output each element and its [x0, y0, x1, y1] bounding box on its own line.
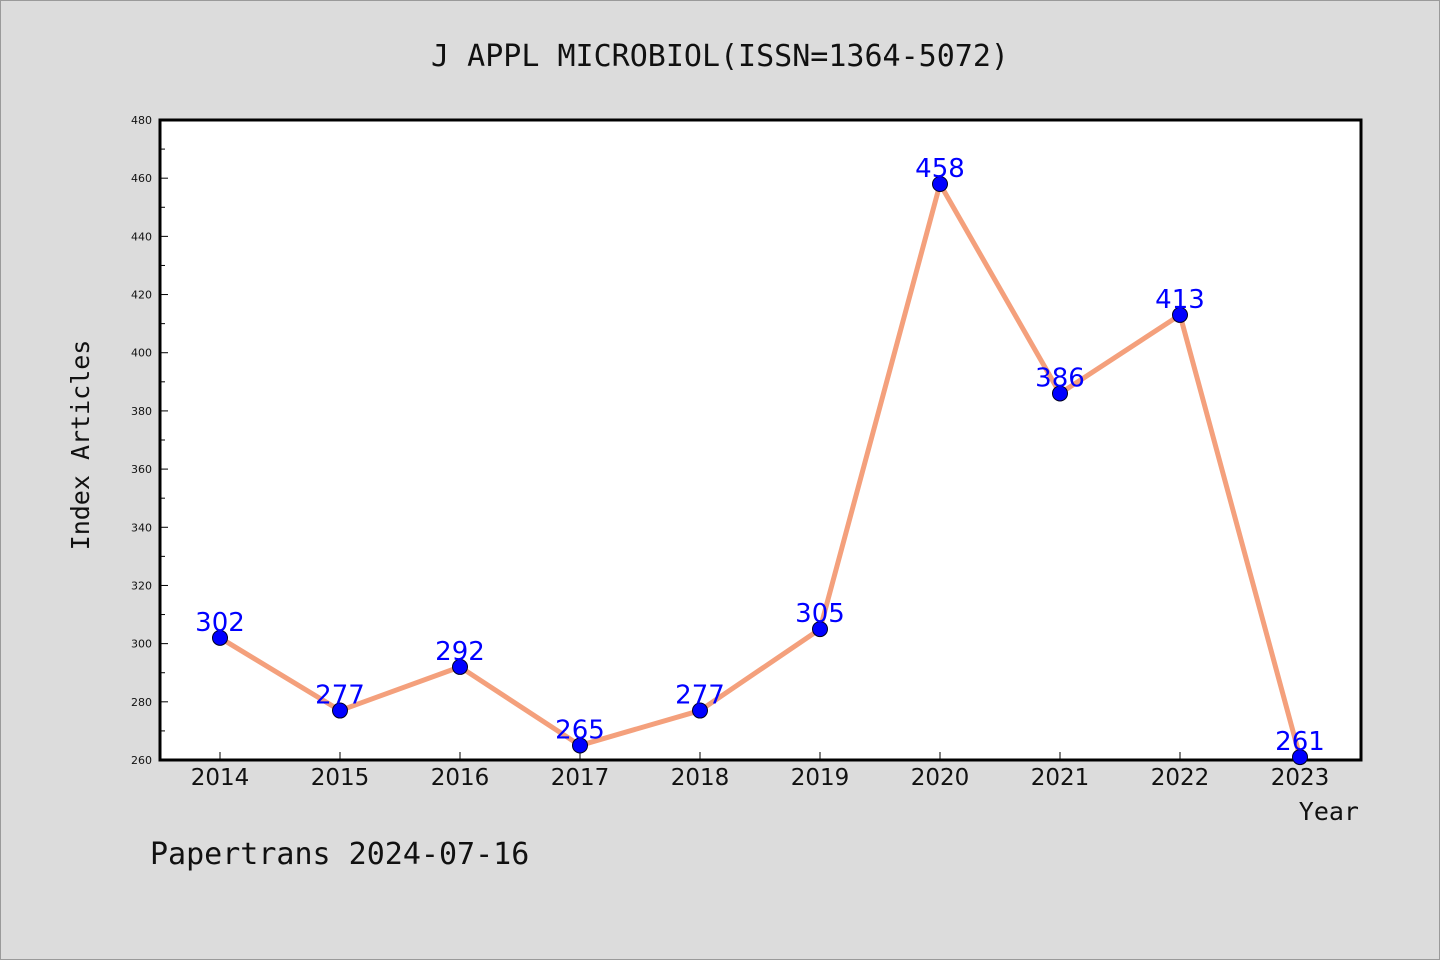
x-axis: 2014 2015 2016 2017 2018 2019 2020 2021 2022 2023 [191, 752, 1330, 791]
x-tick-label: 2015 [311, 765, 370, 791]
y-tick-label: 380 [131, 405, 152, 418]
x-tick-label: 2018 [671, 765, 730, 791]
y-tick-label: 360 [131, 463, 152, 476]
data-point [572, 737, 588, 754]
x-tick-label: 2020 [911, 765, 970, 791]
data-point [1052, 385, 1068, 402]
series-line [217, 181, 1303, 760]
y-axis-label: Index Articles [66, 340, 95, 551]
data-point [452, 658, 468, 675]
x-tick-label: 2023 [1271, 765, 1330, 791]
y-tick-label: 280 [131, 696, 152, 709]
data-point [692, 702, 708, 719]
chart-title: J APPL MICROBIOL(ISSN=1364-5072) [431, 39, 1009, 74]
y-tick-label: 300 [131, 638, 152, 651]
y-tick-label: 480 [131, 114, 152, 127]
x-tick-label: 2022 [1151, 765, 1210, 791]
y-axis: 260 280 300 320 340 360 380 400 420 440 460 480 [131, 114, 168, 767]
x-tick-label: 2016 [431, 765, 490, 791]
y-tick-label: 460 [131, 172, 152, 185]
x-tick-label: 2021 [1031, 765, 1090, 791]
data-label: 277 [315, 681, 365, 711]
data-labels: 302 277 292 265 277 305 458 386 413 261 [195, 154, 1325, 757]
y-tick-label: 340 [131, 521, 152, 534]
data-label: 292 [435, 637, 485, 667]
data-point [1172, 306, 1188, 323]
data-label: 458 [915, 154, 965, 184]
y-tick-label: 260 [131, 754, 152, 767]
y-tick-label: 440 [131, 230, 152, 243]
data-label: 386 [1035, 363, 1085, 393]
x-tick-label: 2017 [551, 765, 610, 791]
plot-area [158, 118, 1363, 762]
data-label: 277 [675, 681, 725, 711]
y-tick-label: 320 [131, 579, 152, 592]
data-label: 302 [195, 608, 245, 638]
data-point [1292, 749, 1308, 766]
y-tick-label: 400 [131, 347, 152, 360]
y-tick-label: 420 [131, 289, 152, 302]
data-label: 305 [795, 599, 845, 629]
data-label: 261 [1275, 727, 1325, 757]
x-tick-label: 2014 [191, 765, 250, 791]
data-point [932, 176, 948, 192]
footer-text: Papertrans 2024-07-16 [150, 837, 529, 872]
x-axis-label: Year [1299, 797, 1359, 826]
data-label: 265 [555, 715, 605, 745]
data-point [812, 621, 828, 638]
data-point [332, 702, 348, 719]
series-polyline [217, 181, 1303, 760]
x-tick-label: 2019 [791, 765, 850, 791]
data-label: 413 [1155, 285, 1205, 315]
series-markers [212, 176, 1308, 766]
data-point [212, 629, 228, 646]
